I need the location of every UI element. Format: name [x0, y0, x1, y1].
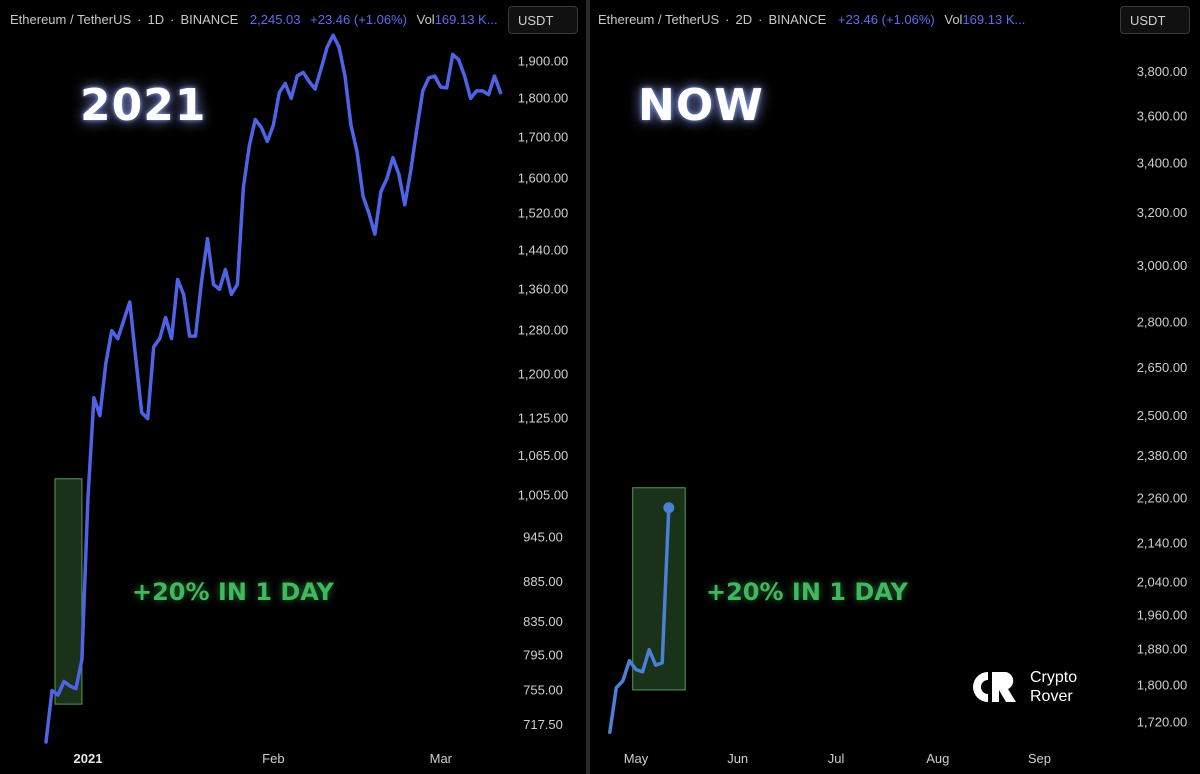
price-tick-label: 1,005.00 [518, 488, 569, 503]
price-tick-label: 945.00 [523, 529, 563, 544]
time-tick-label: 2021 [74, 751, 103, 766]
price-tick-label: 2,380.00 [1137, 448, 1188, 463]
time-tick-label: Aug [926, 751, 949, 766]
price-tick-label: 3,200.00 [1137, 205, 1188, 220]
time-tick-label: May [624, 751, 649, 766]
left-vol-label: Vol [416, 12, 435, 27]
right-currency-button[interactable]: USDT [1120, 6, 1190, 34]
price-line [608, 505, 671, 735]
right-vol-label: Vol [944, 12, 963, 27]
price-tick-label: 1,065.00 [518, 448, 569, 463]
price-tick-label: 1,280.00 [518, 323, 569, 338]
price-line [44, 33, 503, 744]
right-chart-svg[interactable]: 3,800.00 3,600.00 3,400.00 3,200.00 3,000.00… [590, 0, 1200, 774]
price-tick-label: 1,880.00 [1137, 642, 1188, 657]
price-tick-label: 717.50 [523, 717, 563, 732]
right-interval-label: 2D [735, 12, 753, 27]
left-vol-value: 169.13 K... [434, 12, 498, 27]
right-chart-legend: Ethereum / TetherUS · 2D · BINANCE +23.46 (+… [598, 12, 1026, 27]
pump-highlight-box [54, 478, 83, 705]
price-tick-label: 2,800.00 [1137, 315, 1188, 330]
right-chart-panel[interactable]: 3,800.00 3,600.00 3,400.00 3,200.00 3,000.00… [590, 0, 1200, 774]
price-tick-label: 1,440.00 [518, 242, 569, 257]
right-exchange-label: BINANCE [768, 12, 827, 27]
left-price-label: 2,245.03 [249, 12, 301, 27]
price-tick-label: 755.00 [523, 682, 563, 697]
price-tick-label: 1,900.00 [518, 54, 569, 69]
left-currency-button[interactable]: USDT [508, 6, 578, 34]
left-symbol-label: Ethereum / TetherUS [10, 12, 132, 27]
right-vol-value: 169.13 K... [962, 12, 1026, 27]
left-chart-legend: Ethereum / TetherUS · 1D · BINANCE 2,245.03 … [10, 12, 498, 27]
right-symbol-label: Ethereum / TetherUS [598, 12, 720, 27]
left-chart-svg[interactable]: 1,900.00 1,800.00 1,700.00 1,600.00 1,520.00… [0, 0, 586, 774]
logo-line-1: Crypto [1030, 669, 1078, 686]
price-tick-label: 2,260.00 [1137, 491, 1188, 506]
left-callout-text: +20% IN 1 DAY [132, 578, 334, 606]
pump-highlight-box [632, 487, 686, 691]
time-tick-label: Jul [828, 751, 845, 766]
price-tick-label: 835.00 [523, 614, 563, 629]
price-tick-label: 2,040.00 [1137, 575, 1188, 590]
right-now-title: NOW [638, 80, 764, 131]
price-tick-label: 795.00 [523, 647, 563, 662]
panel-divider[interactable] [586, 0, 590, 774]
price-tick-label: 3,000.00 [1137, 258, 1188, 273]
time-tick-label: Feb [262, 751, 284, 766]
price-axis[interactable]: 1,900.00 1,800.00 1,700.00 1,600.00 1,520.00… [518, 54, 569, 733]
left-change-label: +23.46 (+1.06%) [310, 12, 407, 27]
crypto-rover-logo-icon [973, 672, 1016, 702]
logo-line-2: Rover [1030, 688, 1073, 705]
price-tick-label: 1,720.00 [1137, 715, 1188, 730]
price-tick-label: 2,500.00 [1137, 408, 1188, 423]
crypto-rover-logo-text: Crypto Rover [1030, 668, 1077, 706]
price-tick-label: 2,650.00 [1137, 360, 1188, 375]
price-tick-label: 1,800.00 [1137, 677, 1188, 692]
crypto-rover-logo: Crypto Rover [968, 666, 1098, 710]
price-tick-label: 2,140.00 [1137, 535, 1188, 550]
price-tick-label: 3,600.00 [1137, 108, 1188, 123]
left-exchange-label: BINANCE [180, 12, 239, 27]
price-point [663, 502, 675, 514]
price-tick-label: 3,400.00 [1137, 155, 1188, 170]
left-chart-panel[interactable]: 1,900.00 1,800.00 1,700.00 1,600.00 1,520.00… [0, 0, 586, 774]
right-change-label: +23.46 (+1.06%) [837, 12, 935, 27]
right-callout-text: +20% IN 1 DAY [706, 578, 908, 606]
time-tick-label: Jun [727, 751, 748, 766]
price-tick-label: 1,520.00 [518, 206, 569, 221]
time-axis[interactable]: 2021 Feb Mar [74, 751, 453, 766]
price-tick-label: 885.00 [523, 574, 563, 589]
time-tick-label: Mar [430, 751, 453, 766]
price-axis[interactable]: 3,800.00 3,600.00 3,400.00 3,200.00 3,000.00… [1137, 64, 1188, 730]
left-year-title: 2021 [80, 80, 207, 131]
price-tick-label: 3,800.00 [1137, 64, 1188, 79]
time-tick-label: Sep [1028, 751, 1051, 766]
time-axis[interactable]: May Jun Jul Aug Sep [624, 751, 1051, 766]
left-interval-label: 1D [147, 12, 165, 27]
price-tick-label: 1,600.00 [518, 171, 569, 186]
price-tick-label: 1,200.00 [518, 367, 569, 382]
price-tick-label: 1,800.00 [518, 90, 569, 105]
price-tick-label: 1,125.00 [518, 411, 569, 426]
price-tick-label: 1,960.00 [1137, 607, 1188, 622]
price-tick-label: 1,700.00 [518, 129, 569, 144]
price-tick-label: 1,360.00 [518, 281, 569, 296]
